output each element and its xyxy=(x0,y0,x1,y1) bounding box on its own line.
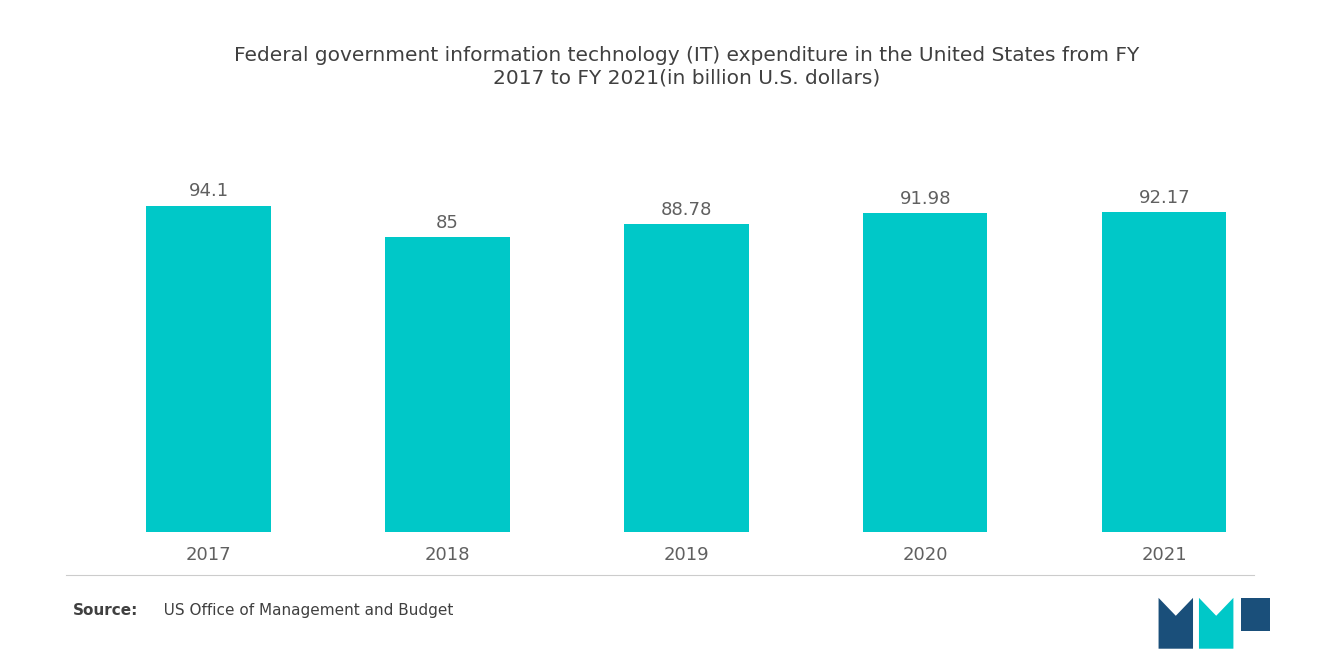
Text: Federal government information technology (IT) expenditure in the United States : Federal government information technolog… xyxy=(234,46,1139,87)
Text: 91.98: 91.98 xyxy=(900,190,952,207)
Bar xyxy=(863,213,987,532)
Bar xyxy=(147,205,271,532)
Text: Source:: Source: xyxy=(73,603,139,618)
Text: 92.17: 92.17 xyxy=(1138,189,1191,207)
Bar xyxy=(385,237,510,532)
Bar xyxy=(1102,212,1226,532)
Text: 94.1: 94.1 xyxy=(189,182,228,200)
Bar xyxy=(624,224,748,532)
Text: 88.78: 88.78 xyxy=(661,201,711,219)
Text: 85: 85 xyxy=(436,214,459,232)
Text: US Office of Management and Budget: US Office of Management and Budget xyxy=(149,603,454,618)
